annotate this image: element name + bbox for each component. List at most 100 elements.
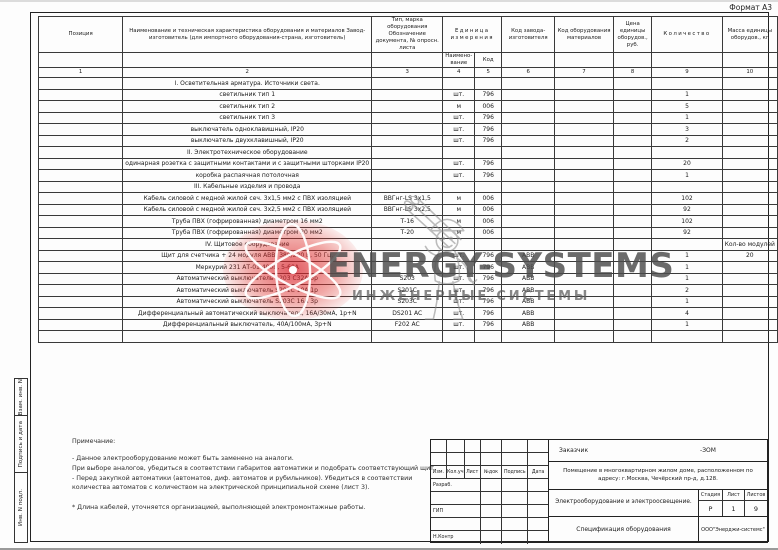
spec-cell: [612, 272, 653, 286]
revision-cell: [481, 505, 503, 517]
spec-cell: [651, 180, 723, 194]
spec-cell: шт.: [442, 88, 476, 102]
spec-cell: [554, 215, 614, 228]
spec-cell: 5: [651, 100, 723, 113]
spec-cell: [37, 146, 124, 159]
spec-cell: [651, 77, 723, 90]
spec-cell: [721, 77, 778, 90]
stage-label: Стадия: [699, 490, 723, 500]
spec-cell: [721, 284, 778, 297]
spec-cell: [554, 261, 614, 274]
spec-cell: [554, 169, 614, 182]
spec-cell: 20: [651, 157, 723, 171]
spec-cell: [612, 77, 653, 90]
revision-cell: [447, 440, 465, 452]
spec-cell: [442, 238, 476, 251]
revision-cell: [502, 518, 529, 530]
spec-cell: 796: [474, 123, 503, 136]
spec-cell: коробка распаячная потолочная: [122, 169, 373, 182]
spec-cell: [501, 134, 556, 148]
spec-cell: Т-16: [371, 215, 444, 228]
table-row: светильник тип 1 шт. 796 1: [37, 88, 778, 102]
table-row: Автоматический выключатель S203C 16А 3р S…: [37, 295, 778, 309]
doc-title: Электрооборудование и электроосвещение.: [549, 490, 699, 516]
spec-cell: [721, 88, 778, 102]
revision-cell: [502, 531, 529, 544]
spec-cell: [612, 238, 653, 251]
role-label: [431, 492, 481, 504]
spec-cell: [612, 203, 653, 217]
revision-cell: [465, 453, 481, 465]
spec-cell: [612, 146, 653, 159]
spec-cell: [721, 111, 778, 125]
revision-cell: [528, 440, 548, 452]
spec-cell: [37, 157, 124, 171]
spec-cell: [554, 146, 614, 159]
spec-cell: 20: [721, 249, 778, 263]
table-row: Автоматический выключатель S203 C32A 3р S…: [37, 272, 778, 286]
role-label: ГИП: [431, 505, 481, 517]
table-row: [37, 330, 778, 343]
spec-cell: Дифференциальный выключатель, 40А/100мА,…: [122, 318, 373, 332]
spec-cell: [122, 330, 373, 343]
spec-cell: [612, 192, 653, 205]
table-row: выключатель двухклавишный, IP20 шт. 796 2: [37, 134, 778, 148]
spec-cell: [37, 111, 124, 125]
sheet-label: Лист: [723, 490, 745, 500]
customer-label: Заказчик: [559, 447, 589, 454]
spec-cell: [371, 157, 444, 171]
spec-cell: 1: [651, 318, 723, 332]
spec-cell: [612, 318, 653, 332]
table-row: Щит для счетчика + 24 модуля АВВ, 380/22…: [37, 249, 778, 263]
col-header-price: Цена единицы оборудов., руб.: [612, 15, 653, 54]
spec-cell: [501, 180, 556, 194]
spec-cell: ВВГнг-LS 3х2,5: [371, 203, 444, 217]
spec-cell: [442, 77, 476, 90]
spec-cell: 006: [474, 100, 503, 113]
spec-cell: шт.: [442, 295, 476, 309]
spec-cell: [371, 134, 444, 148]
spec-cell: Автоматический выключатель S201C 10А 1р: [122, 284, 373, 297]
revision-cell: [447, 453, 465, 465]
spec-cell: 796: [474, 307, 503, 320]
spec-cell: [721, 261, 778, 274]
spec-cell: шт.: [442, 272, 476, 286]
spec-cell: Кабель силовой с медной жилой сеч. 3х1,5…: [122, 192, 373, 205]
revision-cell: [481, 492, 503, 504]
spec-cell: [554, 295, 614, 309]
spec-cell: 3: [651, 123, 723, 136]
spec-cell: [37, 295, 124, 309]
spec-cell: 102: [651, 192, 723, 205]
spec-cell: [721, 226, 778, 240]
stage-value: Р: [699, 501, 723, 516]
revision-row: [431, 453, 548, 466]
spec-cell: 796: [474, 88, 503, 102]
format-label: Формат А3: [729, 3, 772, 12]
spec-cell: 1: [651, 169, 723, 182]
table-row: выключатель одноклавишный, IP20 шт. 796 3: [37, 123, 778, 136]
spec-cell: [721, 100, 778, 113]
spec-cell: м: [442, 215, 476, 228]
spec-cell: [554, 272, 614, 286]
revision-row: Разраб.: [431, 479, 548, 492]
table-row: Дифференциальный выключатель, 40А/100мА,…: [37, 318, 778, 332]
spec-cell: [442, 146, 476, 159]
spec-cell: [554, 88, 614, 102]
revision-header-cell: Кол.уч: [447, 466, 465, 478]
spec-cell: [37, 238, 124, 251]
spec-cell: [612, 180, 653, 194]
spec-cell: [37, 123, 124, 136]
spec-cell: [37, 203, 124, 217]
spec-cell: светильник тип 3: [122, 111, 373, 125]
spec-cell: 796: [474, 318, 503, 332]
spec-cell: 92: [651, 226, 723, 240]
table-row: Труба ПВХ (гофрированная) диаметром 20 м…: [37, 226, 778, 240]
spec-cell: 006: [474, 203, 503, 217]
spec-cell: АВВ: [501, 284, 556, 297]
spec-cell: [554, 330, 614, 343]
spec-cell: [37, 192, 124, 205]
spec-cell: [554, 226, 614, 240]
spec-cell: [501, 77, 556, 90]
col-header-unit: Единица измерения: [442, 15, 503, 54]
